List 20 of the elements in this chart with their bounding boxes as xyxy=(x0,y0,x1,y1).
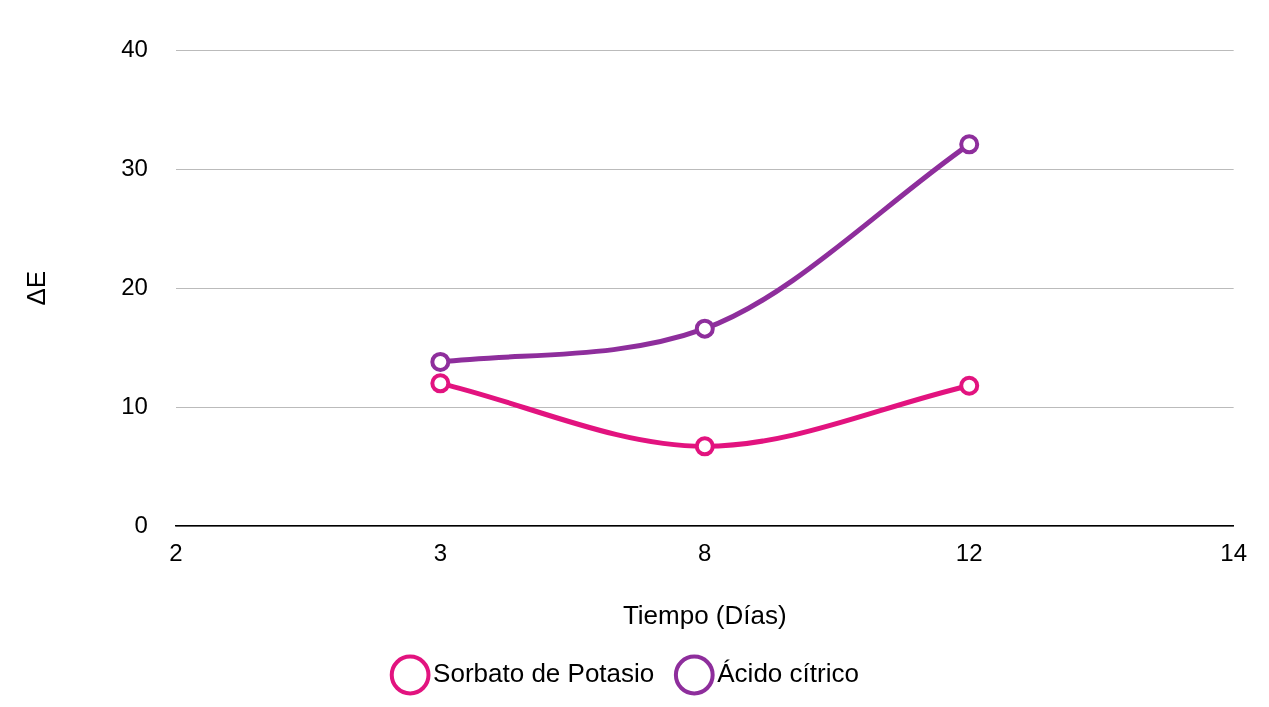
x-tick-label: 14 xyxy=(1220,539,1247,567)
point xyxy=(430,373,451,394)
legend-label: Ácido cítrico xyxy=(717,658,859,689)
y-tick-label: 30 xyxy=(121,153,148,181)
x-tick-label: 8 xyxy=(698,539,712,567)
point xyxy=(430,351,451,372)
x-tick-label: 2 xyxy=(169,539,183,567)
x-tick-label: 12 xyxy=(955,539,983,567)
point xyxy=(959,375,980,396)
x-tick-label: 3 xyxy=(433,539,448,567)
y-tick-label: 0 xyxy=(134,510,148,538)
y-tick-label: 20 xyxy=(121,272,148,300)
x-axis-title: Tiempo (Días) xyxy=(622,599,787,630)
y-axis-title: ΔE xyxy=(20,270,51,306)
legend-label: Sorbato de Potasio xyxy=(433,658,655,689)
y-tick-label: 40 xyxy=(121,35,148,63)
point xyxy=(694,318,715,339)
point xyxy=(959,134,980,155)
y-tick-label: 10 xyxy=(121,391,148,419)
point xyxy=(694,436,715,457)
